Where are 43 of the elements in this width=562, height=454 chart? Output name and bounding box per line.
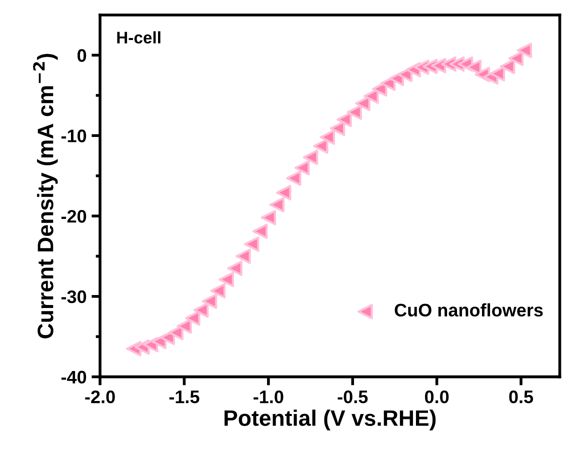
point	[185, 310, 200, 326]
point	[252, 224, 268, 239]
point	[508, 50, 524, 66]
point	[466, 60, 482, 75]
point	[193, 302, 209, 318]
y-tick-label: -20	[61, 210, 86, 223]
point	[244, 236, 260, 252]
point	[355, 96, 370, 112]
point	[364, 88, 379, 104]
x-tick-label: -2.0	[85, 390, 115, 404]
y-tick-label: -10	[61, 130, 86, 142]
point	[346, 104, 362, 120]
x-tick-label: -1.5	[169, 390, 200, 404]
annotation: H-cell	[117, 31, 160, 44]
point	[210, 283, 226, 298]
x-tick-label: -1.0	[254, 390, 284, 404]
point	[269, 197, 284, 212]
x-tick-label: 0.0	[424, 390, 449, 404]
point	[490, 66, 506, 82]
point	[286, 170, 302, 186]
point	[218, 272, 234, 288]
point	[330, 120, 346, 136]
x-tick-label: -0.5	[338, 390, 368, 404]
point	[516, 42, 532, 58]
y-tick-label: 0	[78, 49, 86, 62]
point	[302, 150, 318, 165]
point	[260, 210, 276, 226]
y-tick-label: -40	[61, 370, 86, 384]
point	[500, 58, 516, 74]
point	[227, 260, 242, 276]
point	[313, 138, 328, 154]
point	[236, 248, 251, 264]
point	[336, 112, 352, 128]
y-tick-label: -30	[61, 290, 86, 304]
point	[320, 130, 335, 145]
point	[176, 318, 192, 334]
point	[294, 160, 310, 176]
x-tick-label: 0.5	[509, 390, 534, 404]
x-axis-title: Potential (V vs.RHE)	[224, 410, 436, 430]
y-axis-title: Current Density (mA cm$^{−2}$)	[33, 54, 58, 338]
legend-label: CuO nanoflowers	[394, 303, 543, 317]
point	[202, 294, 218, 309]
point	[276, 185, 292, 200]
